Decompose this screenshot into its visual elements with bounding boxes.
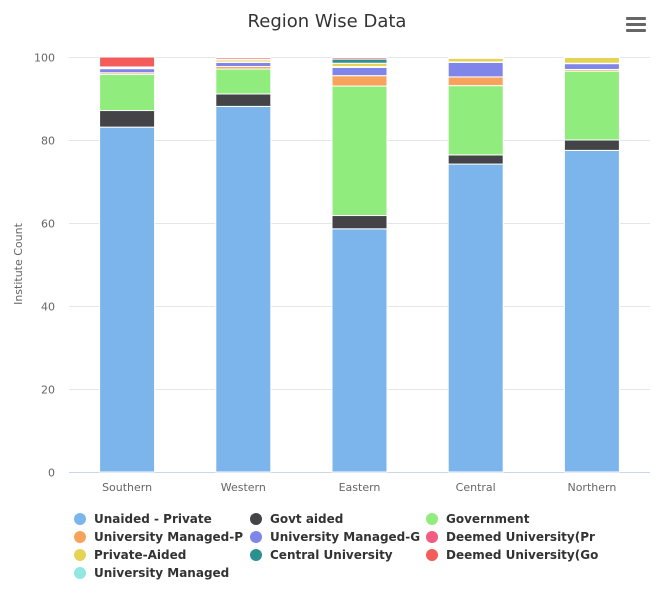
- bar-segment-western-4[interactable]: [215, 61, 272, 68]
- bar-segment-southern-4[interactable]: [99, 68, 156, 74]
- y-tick-label: 100: [34, 52, 55, 65]
- bar-segment-northern-0[interactable]: [563, 149, 620, 473]
- bar-segment-northern-1[interactable]: [563, 139, 620, 151]
- legend-label: Deemed University(Go: [446, 548, 599, 562]
- legend-swatch-icon: [426, 531, 438, 543]
- legend-swatch-icon: [74, 531, 86, 543]
- legend-swatch-icon: [426, 513, 438, 525]
- y-tick-label: 20: [41, 384, 55, 397]
- legend-item[interactable]: Deemed University(Pr: [426, 528, 595, 546]
- bar-segment-central-2[interactable]: [447, 85, 504, 156]
- bar-segment-central-0[interactable]: [447, 163, 504, 473]
- legend-swatch-icon: [426, 549, 438, 561]
- bar-segment-northern-2[interactable]: [563, 70, 620, 141]
- bars: [99, 56, 620, 473]
- bar-segment-eastern-4[interactable]: [331, 66, 388, 77]
- y-tick-label: 40: [41, 301, 55, 314]
- x-tick-label: Northern: [567, 481, 616, 494]
- y-tick-label: 80: [41, 135, 55, 148]
- bar-segment-eastern-7[interactable]: [331, 58, 388, 64]
- legend-label: Deemed University(Pr: [446, 530, 595, 544]
- legend-label: Central University: [270, 548, 393, 562]
- y-axis-label: Institute Count: [12, 222, 25, 305]
- x-axis-ticks: Southern Western Eastern Central Northern: [102, 481, 616, 494]
- legend-item[interactable]: University Managed: [74, 564, 229, 582]
- bar-segment-central-3[interactable]: [447, 76, 504, 87]
- bar-segment-northern-4[interactable]: [563, 63, 620, 70]
- bar-segment-northern-6[interactable]: [563, 56, 620, 64]
- bar-segment-southern-1[interactable]: [99, 110, 156, 128]
- legend-swatch-icon: [74, 549, 86, 561]
- legend-item[interactable]: Government: [426, 510, 529, 528]
- bar-segment-southern-0[interactable]: [99, 126, 156, 473]
- legend-swatch-icon: [250, 531, 262, 543]
- legend-item[interactable]: Private-Aided: [74, 546, 186, 564]
- y-tick-label: 60: [41, 218, 55, 231]
- x-tick-label: Central: [456, 481, 496, 494]
- legend-item[interactable]: Govt aided: [250, 510, 343, 528]
- bar-segment-western-2[interactable]: [215, 68, 272, 95]
- legend-label: University Managed: [94, 566, 230, 580]
- bar-segment-eastern-1[interactable]: [331, 215, 388, 230]
- legend-label: Private-Aided: [94, 548, 187, 562]
- legend-swatch-icon: [250, 549, 262, 561]
- y-tick-label: 0: [48, 467, 55, 480]
- legend-item[interactable]: Unaided - Private: [74, 510, 212, 528]
- legend-label: Unaided - Private: [94, 512, 212, 526]
- legend-label: University Managed-P: [94, 530, 244, 544]
- bar-segment-central-4[interactable]: [447, 61, 504, 78]
- legend-item[interactable]: Deemed University(Go: [426, 546, 598, 564]
- y-axis-ticks: 0 20 40 60 80 100: [34, 52, 55, 480]
- bar-segment-eastern-0[interactable]: [331, 228, 388, 473]
- bar-segment-central-1[interactable]: [447, 154, 504, 165]
- legend-item[interactable]: Central University: [250, 546, 393, 564]
- x-tick-label: Southern: [102, 481, 152, 494]
- hamburger-menu-icon[interactable]: [622, 14, 650, 38]
- bar-segment-western-1[interactable]: [215, 93, 272, 107]
- legend-swatch-icon: [74, 513, 86, 525]
- legend-item[interactable]: University Managed-P: [74, 528, 243, 546]
- legend-label: Government: [446, 512, 530, 526]
- legend-label: Govt aided: [270, 512, 344, 526]
- bar-segment-eastern-3[interactable]: [331, 75, 388, 87]
- legend-swatch-icon: [250, 513, 262, 525]
- x-tick-label: Western: [221, 481, 266, 494]
- bar-segment-western-0[interactable]: [215, 105, 272, 473]
- chart-title: Region Wise Data: [248, 11, 407, 32]
- bar-segment-southern-2[interactable]: [99, 73, 156, 112]
- bar-segment-southern-8[interactable]: [99, 56, 156, 68]
- bar-segment-central-6[interactable]: [447, 57, 504, 63]
- x-tick-label: Eastern: [339, 481, 381, 494]
- legend-label: University Managed-G: [270, 530, 421, 544]
- bar-segment-eastern-2[interactable]: [331, 85, 388, 217]
- legend-swatch-icon: [74, 567, 86, 579]
- legend-item[interactable]: University Managed-G: [250, 528, 420, 546]
